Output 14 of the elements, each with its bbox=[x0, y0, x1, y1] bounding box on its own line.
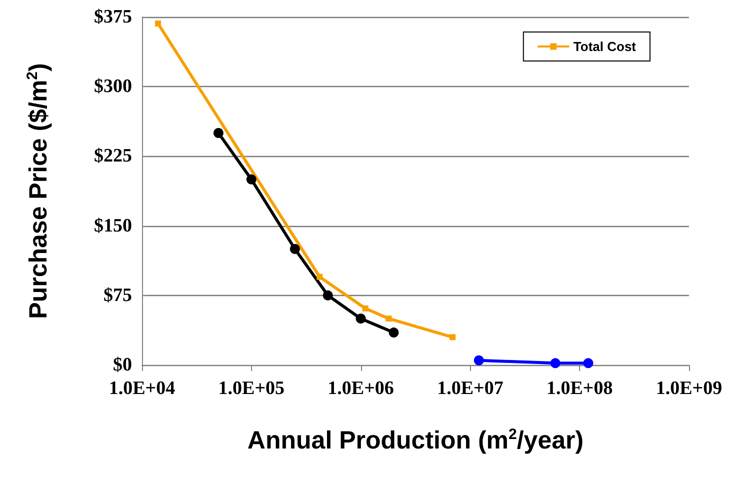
x-tick-label: 1.0E+06 bbox=[328, 378, 394, 399]
x-tick-label: 1.0E+08 bbox=[546, 378, 613, 399]
x-tick-label: 1.0E+09 bbox=[656, 378, 722, 399]
x-tick-label: 1.0E+07 bbox=[437, 378, 504, 399]
y-tick-label: $300 bbox=[94, 76, 132, 98]
y-tick-label: $150 bbox=[94, 215, 132, 236]
y-tick-label: $75 bbox=[104, 284, 132, 306]
x-tick-label: 1.0E+05 bbox=[218, 378, 285, 399]
y-tick-label: $0 bbox=[113, 354, 132, 376]
y-axis-title: Purchase Price ($/m2) bbox=[24, 63, 52, 319]
x-tick-label: 1.0E+04 bbox=[108, 378, 176, 399]
y-tick-label: $375 bbox=[94, 6, 132, 28]
y-tick-label: $225 bbox=[94, 146, 132, 167]
legend-label: Total Cost bbox=[573, 39, 637, 54]
